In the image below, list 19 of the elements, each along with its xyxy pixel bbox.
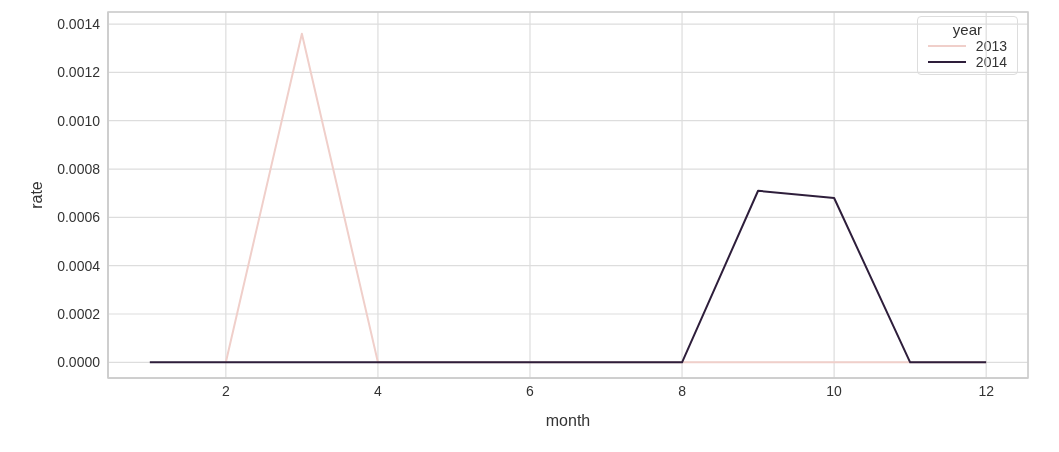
y-axis-title: rate bbox=[27, 181, 45, 209]
x-tick-label: 10 bbox=[826, 382, 843, 399]
x-tick-label: 6 bbox=[526, 382, 535, 399]
legend-title: year bbox=[951, 21, 983, 38]
x-tick-label: 2 bbox=[221, 382, 230, 399]
y-tick-label: 0.0012 bbox=[57, 64, 101, 81]
x-tick-label: 4 bbox=[374, 382, 383, 399]
y-tick-label: 0.0006 bbox=[57, 209, 101, 226]
y-tick-label: 0.0000 bbox=[57, 354, 101, 371]
x-axis-title: month bbox=[545, 412, 591, 429]
y-tick-label: 0.0014 bbox=[57, 16, 101, 33]
y-tick-label: 0.0010 bbox=[57, 112, 101, 129]
legend-label: 2014 bbox=[975, 54, 1007, 70]
y-tick-label: 0.0004 bbox=[57, 257, 101, 274]
x-tick-label: 8 bbox=[678, 382, 687, 399]
legend-label: 2013 bbox=[975, 38, 1007, 54]
y-tick-label: 0.0002 bbox=[57, 305, 101, 322]
x-tick-label: 12 bbox=[978, 382, 995, 399]
y-tick-label: 0.0008 bbox=[57, 161, 101, 177]
